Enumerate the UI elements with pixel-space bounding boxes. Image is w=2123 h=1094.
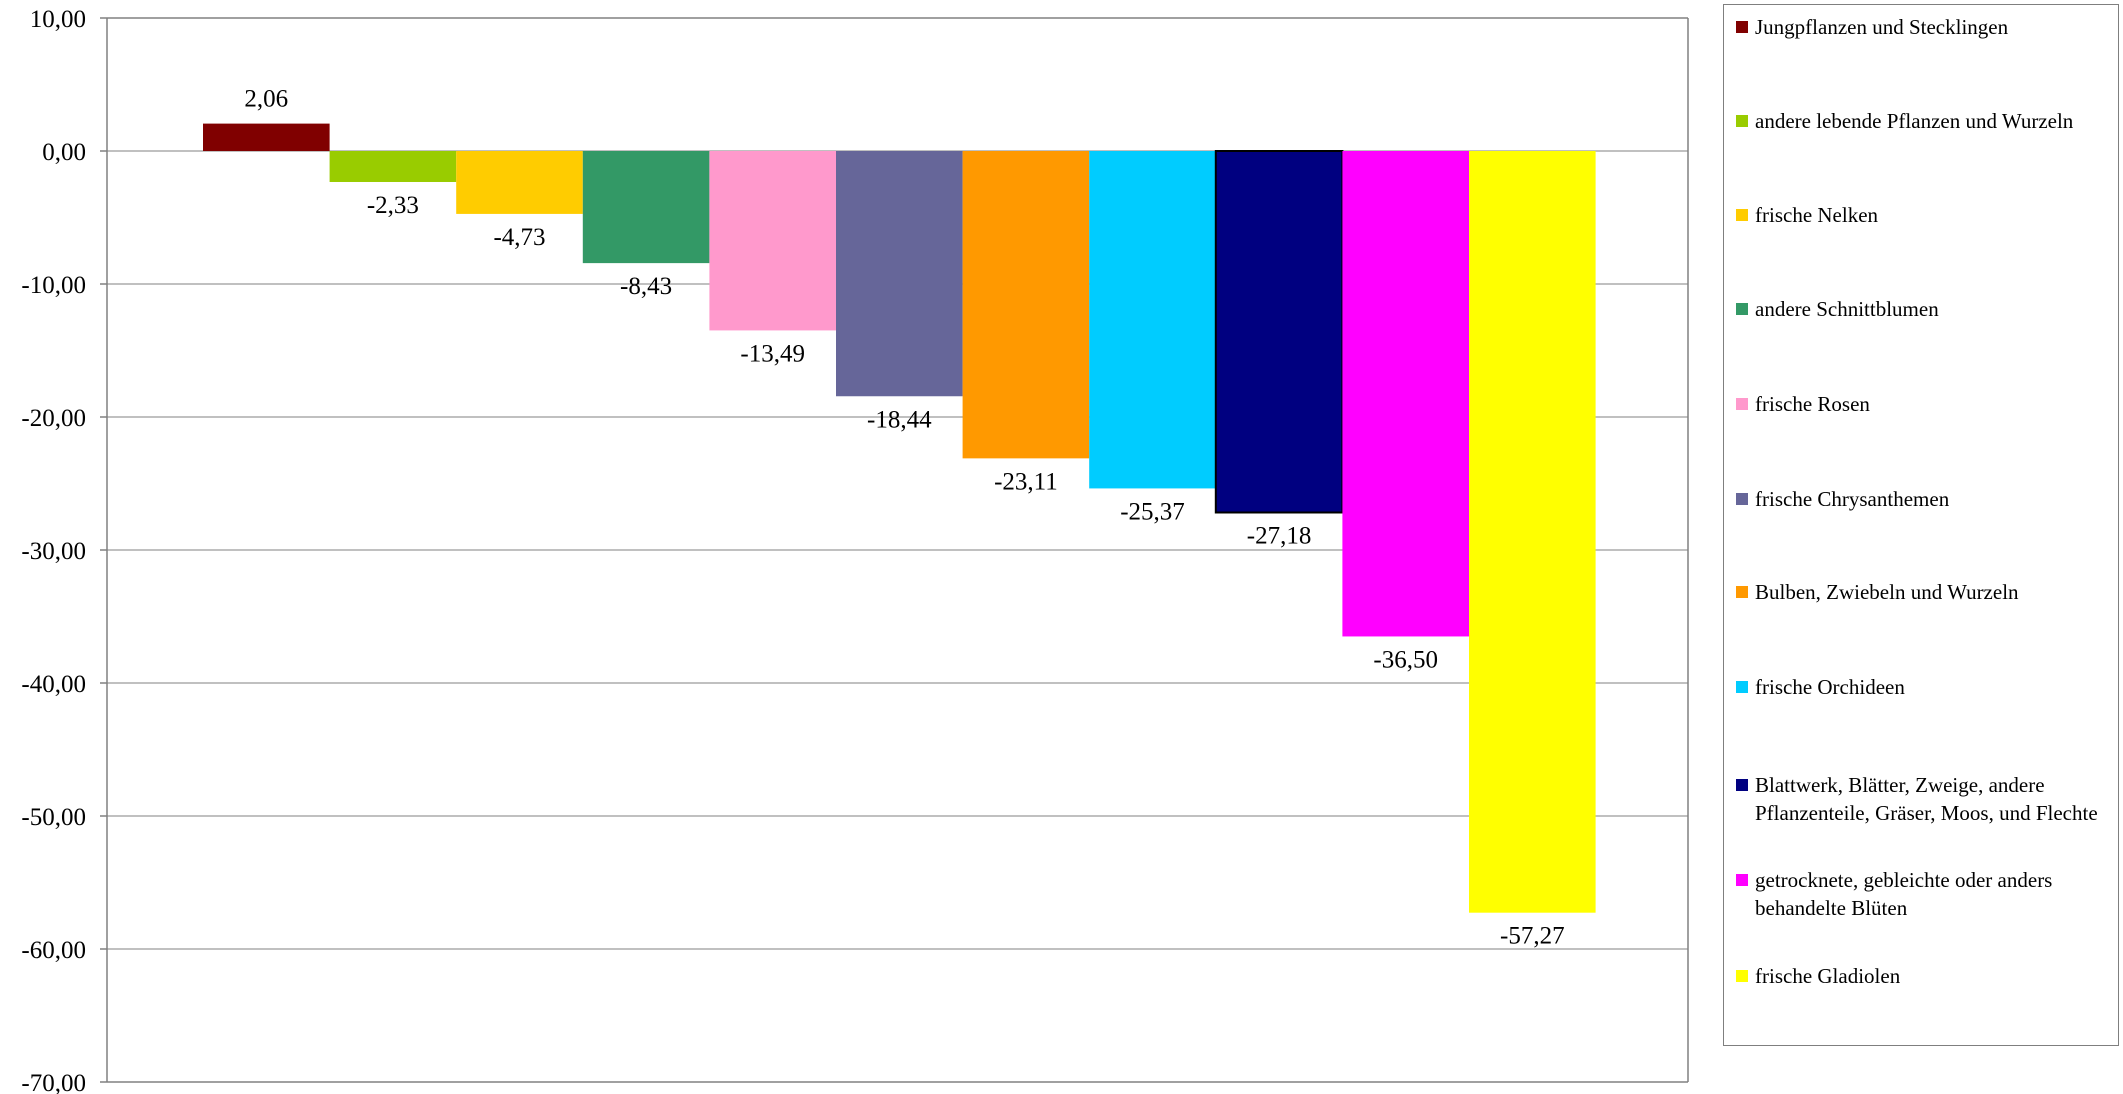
bar — [203, 123, 330, 151]
y-tick-label: -70,00 — [21, 1070, 86, 1094]
legend-swatch — [1736, 398, 1748, 410]
legend-swatch — [1736, 874, 1748, 886]
legend-swatch — [1736, 681, 1748, 693]
data-label: -4,73 — [493, 224, 545, 251]
legend-swatch — [1736, 970, 1748, 982]
y-tick-labels: 10,00 0,00 -10,00 -20,00 -30,00 -40,00 -50,00 -… — [21, 6, 86, 1094]
legend-item: Bulben, Zwiebeln und Wurzeln — [1736, 578, 2114, 606]
legend-label: Bulben, Zwiebeln und Wurzeln — [1755, 580, 2019, 604]
legend-label: andere lebende Pflanzen und Wurzeln — [1755, 109, 2074, 133]
data-label: -23,11 — [994, 468, 1058, 495]
legend-label: frische Orchideen — [1755, 675, 1905, 699]
data-label: -2,33 — [367, 192, 419, 219]
legend-item: andere Schnittblumen — [1736, 295, 2114, 323]
data-label: -18,44 — [867, 406, 932, 433]
bars — [203, 123, 1596, 913]
y-tick-label: -50,00 — [21, 804, 86, 831]
legend-swatch — [1736, 303, 1748, 315]
y-tick-label: -30,00 — [21, 538, 86, 565]
legend-item: frische Rosen — [1736, 390, 2114, 418]
legend-swatch — [1736, 21, 1748, 33]
bar — [329, 151, 457, 182]
bar-chart: 10,00 0,00 -10,00 -20,00 -30,00 -40,00 -50,00 -… — [21, 6, 1689, 1094]
legend-label: frische Gladiolen — [1755, 964, 1901, 988]
bar — [709, 151, 836, 331]
legend-label: frische Rosen — [1755, 392, 1870, 416]
bar — [1342, 151, 1469, 637]
legend-label: andere Schnittblumen — [1755, 297, 1939, 321]
legend-swatch — [1736, 586, 1748, 598]
legend-label: Jungpflanzen und Stecklingen — [1755, 15, 2009, 39]
legend-label: frische Nelken — [1755, 203, 1879, 227]
legend-item: frische Orchideen — [1736, 673, 2114, 701]
bar — [456, 151, 583, 214]
y-tick-label: -10,00 — [21, 272, 86, 299]
bar — [836, 151, 963, 397]
data-label: -36,50 — [1373, 646, 1438, 673]
y-tick-label: -20,00 — [21, 405, 86, 432]
legend-swatch — [1736, 779, 1748, 791]
y-tick-label: 10,00 — [30, 6, 86, 33]
axes — [106, 17, 1689, 1083]
bar — [962, 151, 1090, 459]
y-tick-label: -60,00 — [21, 937, 86, 964]
legend-item: andere lebende Pflanzen und Wurzeln — [1736, 107, 2114, 135]
legend-item: getrocknete, gebleichte oder anders beha… — [1736, 866, 2114, 922]
legend-label: Blattwerk, Blätter, Zweige, andere Pflan… — [1755, 773, 2098, 825]
legend-label: frische Chrysanthemen — [1755, 487, 1950, 511]
legend-item: frische Gladiolen — [1736, 962, 2114, 990]
bar — [1469, 151, 1596, 913]
legend-item: frische Chrysanthemen — [1736, 485, 2114, 513]
data-label: -25,37 — [1120, 498, 1185, 525]
data-label: -27,18 — [1247, 522, 1312, 549]
data-label: -57,27 — [1500, 923, 1565, 950]
data-label: -8,43 — [620, 273, 672, 300]
y-tick-label: -40,00 — [21, 671, 86, 698]
legend-label: getrocknete, gebleichte oder anders beha… — [1755, 868, 2053, 920]
legend-swatch — [1736, 209, 1748, 221]
bar — [1089, 151, 1216, 489]
legend-item: Jungpflanzen und Stecklingen — [1736, 13, 2114, 41]
data-labels: 2,06 -2,33 -4,73 -8,43 -13,49 -18,44 -23,11 -25… — [244, 86, 1564, 950]
legend: Jungpflanzen und Stecklingen andere leben… — [1723, 4, 2119, 1046]
legend-item: frische Nelken — [1736, 201, 2114, 229]
legend-item: Blattwerk, Blätter, Zweige, andere Pflan… — [1736, 771, 2114, 827]
data-label: 2,06 — [244, 86, 288, 113]
legend-swatch — [1736, 493, 1748, 505]
legend-swatch — [1736, 115, 1748, 127]
y-tick-label: 0,00 — [42, 139, 86, 166]
data-label: -13,49 — [740, 340, 805, 367]
bar — [1214, 150, 1344, 514]
bar — [582, 151, 710, 264]
